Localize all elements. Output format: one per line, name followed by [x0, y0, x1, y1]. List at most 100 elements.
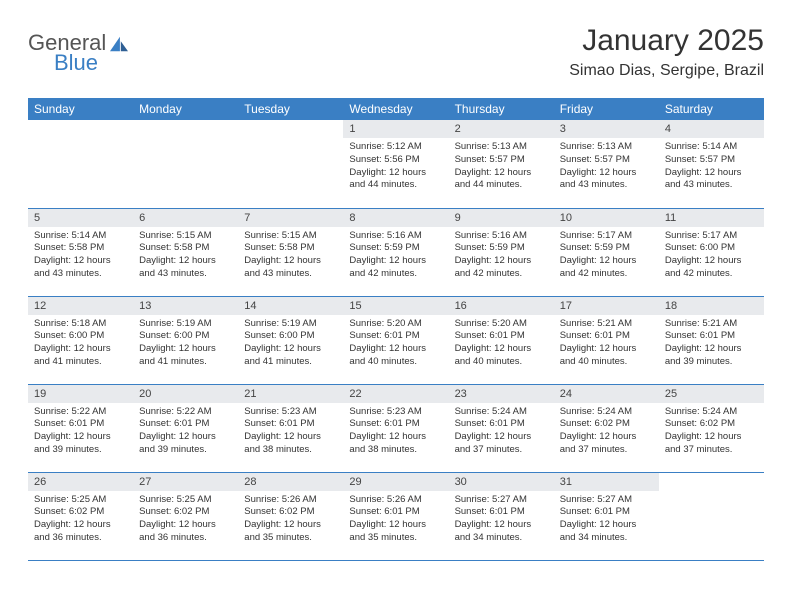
- header: GeneralBlue January 2025 Simao Dias, Ser…: [28, 24, 764, 80]
- day-number: 7: [238, 209, 343, 227]
- title-block: January 2025 Simao Dias, Sergipe, Brazil: [569, 24, 764, 80]
- calendar-day-cell: [659, 472, 764, 560]
- calendar-day-cell: 10Sunrise: 5:17 AMSunset: 5:59 PMDayligh…: [554, 208, 659, 296]
- day-number: 6: [133, 209, 238, 227]
- day-details: Sunrise: 5:24 AMSunset: 6:02 PMDaylight:…: [554, 403, 659, 461]
- day-number: 20: [133, 385, 238, 403]
- calendar-day-cell: 14Sunrise: 5:19 AMSunset: 6:00 PMDayligh…: [238, 296, 343, 384]
- day-details: Sunrise: 5:22 AMSunset: 6:01 PMDaylight:…: [133, 403, 238, 461]
- logo: GeneralBlue: [28, 24, 130, 76]
- day-number: 18: [659, 297, 764, 315]
- day-number: 4: [659, 120, 764, 138]
- day-details: Sunrise: 5:13 AMSunset: 5:57 PMDaylight:…: [449, 138, 554, 196]
- day-details: Sunrise: 5:24 AMSunset: 6:01 PMDaylight:…: [449, 403, 554, 461]
- day-header: Tuesday: [238, 98, 343, 120]
- calendar-day-cell: 29Sunrise: 5:26 AMSunset: 6:01 PMDayligh…: [343, 472, 448, 560]
- day-number: 30: [449, 473, 554, 491]
- location-label: Simao Dias, Sergipe, Brazil: [569, 62, 764, 80]
- day-details: Sunrise: 5:19 AMSunset: 6:00 PMDaylight:…: [133, 315, 238, 373]
- logo-text-blue: Blue: [54, 50, 130, 76]
- day-number: 31: [554, 473, 659, 491]
- calendar-week-row: 12Sunrise: 5:18 AMSunset: 6:00 PMDayligh…: [28, 296, 764, 384]
- day-details: Sunrise: 5:12 AMSunset: 5:56 PMDaylight:…: [343, 138, 448, 196]
- calendar-day-cell: 22Sunrise: 5:23 AMSunset: 6:01 PMDayligh…: [343, 384, 448, 472]
- calendar-day-cell: 5Sunrise: 5:14 AMSunset: 5:58 PMDaylight…: [28, 208, 133, 296]
- day-number: 10: [554, 209, 659, 227]
- calendar-day-cell: 16Sunrise: 5:20 AMSunset: 6:01 PMDayligh…: [449, 296, 554, 384]
- day-details: Sunrise: 5:25 AMSunset: 6:02 PMDaylight:…: [28, 491, 133, 549]
- day-number: 8: [343, 209, 448, 227]
- calendar-day-cell: 19Sunrise: 5:22 AMSunset: 6:01 PMDayligh…: [28, 384, 133, 472]
- calendar-day-cell: 15Sunrise: 5:20 AMSunset: 6:01 PMDayligh…: [343, 296, 448, 384]
- calendar-day-cell: 17Sunrise: 5:21 AMSunset: 6:01 PMDayligh…: [554, 296, 659, 384]
- day-header: Friday: [554, 98, 659, 120]
- day-number: 5: [28, 209, 133, 227]
- day-details: Sunrise: 5:16 AMSunset: 5:59 PMDaylight:…: [449, 227, 554, 285]
- day-number: 23: [449, 385, 554, 403]
- day-details: Sunrise: 5:25 AMSunset: 6:02 PMDaylight:…: [133, 491, 238, 549]
- day-number: 27: [133, 473, 238, 491]
- calendar-day-cell: 28Sunrise: 5:26 AMSunset: 6:02 PMDayligh…: [238, 472, 343, 560]
- calendar-day-cell: [133, 120, 238, 208]
- day-details: Sunrise: 5:17 AMSunset: 5:59 PMDaylight:…: [554, 227, 659, 285]
- day-details: Sunrise: 5:22 AMSunset: 6:01 PMDaylight:…: [28, 403, 133, 461]
- calendar-day-cell: 25Sunrise: 5:24 AMSunset: 6:02 PMDayligh…: [659, 384, 764, 472]
- day-details: Sunrise: 5:20 AMSunset: 6:01 PMDaylight:…: [343, 315, 448, 373]
- day-details: Sunrise: 5:26 AMSunset: 6:02 PMDaylight:…: [238, 491, 343, 549]
- calendar-day-cell: 30Sunrise: 5:27 AMSunset: 6:01 PMDayligh…: [449, 472, 554, 560]
- day-number: 2: [449, 120, 554, 138]
- calendar-day-cell: 6Sunrise: 5:15 AMSunset: 5:58 PMDaylight…: [133, 208, 238, 296]
- day-number: 26: [28, 473, 133, 491]
- calendar-day-cell: 8Sunrise: 5:16 AMSunset: 5:59 PMDaylight…: [343, 208, 448, 296]
- day-number: 12: [28, 297, 133, 315]
- calendar-day-cell: 20Sunrise: 5:22 AMSunset: 6:01 PMDayligh…: [133, 384, 238, 472]
- day-details: Sunrise: 5:17 AMSunset: 6:00 PMDaylight:…: [659, 227, 764, 285]
- calendar-day-cell: 4Sunrise: 5:14 AMSunset: 5:57 PMDaylight…: [659, 120, 764, 208]
- day-number: 15: [343, 297, 448, 315]
- calendar-day-cell: [28, 120, 133, 208]
- day-details: Sunrise: 5:19 AMSunset: 6:00 PMDaylight:…: [238, 315, 343, 373]
- day-number: 13: [133, 297, 238, 315]
- day-number: 22: [343, 385, 448, 403]
- day-header: Monday: [133, 98, 238, 120]
- day-number: 17: [554, 297, 659, 315]
- calendar-day-cell: 3Sunrise: 5:13 AMSunset: 5:57 PMDaylight…: [554, 120, 659, 208]
- calendar-day-cell: 12Sunrise: 5:18 AMSunset: 6:00 PMDayligh…: [28, 296, 133, 384]
- day-details: Sunrise: 5:16 AMSunset: 5:59 PMDaylight:…: [343, 227, 448, 285]
- day-number: 21: [238, 385, 343, 403]
- day-details: Sunrise: 5:23 AMSunset: 6:01 PMDaylight:…: [343, 403, 448, 461]
- day-number: 24: [554, 385, 659, 403]
- calendar-day-cell: 1Sunrise: 5:12 AMSunset: 5:56 PMDaylight…: [343, 120, 448, 208]
- day-header-row: SundayMondayTuesdayWednesdayThursdayFrid…: [28, 98, 764, 120]
- calendar-week-row: 26Sunrise: 5:25 AMSunset: 6:02 PMDayligh…: [28, 472, 764, 560]
- day-details: Sunrise: 5:21 AMSunset: 6:01 PMDaylight:…: [659, 315, 764, 373]
- day-details: Sunrise: 5:27 AMSunset: 6:01 PMDaylight:…: [449, 491, 554, 549]
- day-number: 3: [554, 120, 659, 138]
- day-details: Sunrise: 5:15 AMSunset: 5:58 PMDaylight:…: [133, 227, 238, 285]
- day-number: 29: [343, 473, 448, 491]
- calendar-day-cell: 13Sunrise: 5:19 AMSunset: 6:00 PMDayligh…: [133, 296, 238, 384]
- day-header: Thursday: [449, 98, 554, 120]
- day-header: Sunday: [28, 98, 133, 120]
- calendar-day-cell: 26Sunrise: 5:25 AMSunset: 6:02 PMDayligh…: [28, 472, 133, 560]
- day-details: Sunrise: 5:14 AMSunset: 5:58 PMDaylight:…: [28, 227, 133, 285]
- calendar-day-cell: 2Sunrise: 5:13 AMSunset: 5:57 PMDaylight…: [449, 120, 554, 208]
- day-details: Sunrise: 5:18 AMSunset: 6:00 PMDaylight:…: [28, 315, 133, 373]
- calendar-table: SundayMondayTuesdayWednesdayThursdayFrid…: [28, 98, 764, 561]
- day-number: 14: [238, 297, 343, 315]
- day-number: 9: [449, 209, 554, 227]
- day-number: 16: [449, 297, 554, 315]
- calendar-week-row: 1Sunrise: 5:12 AMSunset: 5:56 PMDaylight…: [28, 120, 764, 208]
- day-details: Sunrise: 5:27 AMSunset: 6:01 PMDaylight:…: [554, 491, 659, 549]
- calendar-day-cell: 11Sunrise: 5:17 AMSunset: 6:00 PMDayligh…: [659, 208, 764, 296]
- calendar-day-cell: 23Sunrise: 5:24 AMSunset: 6:01 PMDayligh…: [449, 384, 554, 472]
- day-number: 1: [343, 120, 448, 138]
- calendar-week-row: 19Sunrise: 5:22 AMSunset: 6:01 PMDayligh…: [28, 384, 764, 472]
- day-number: 11: [659, 209, 764, 227]
- calendar-day-cell: 27Sunrise: 5:25 AMSunset: 6:02 PMDayligh…: [133, 472, 238, 560]
- calendar-week-row: 5Sunrise: 5:14 AMSunset: 5:58 PMDaylight…: [28, 208, 764, 296]
- calendar-day-cell: 18Sunrise: 5:21 AMSunset: 6:01 PMDayligh…: [659, 296, 764, 384]
- calendar-day-cell: 9Sunrise: 5:16 AMSunset: 5:59 PMDaylight…: [449, 208, 554, 296]
- day-header: Wednesday: [343, 98, 448, 120]
- day-number: 19: [28, 385, 133, 403]
